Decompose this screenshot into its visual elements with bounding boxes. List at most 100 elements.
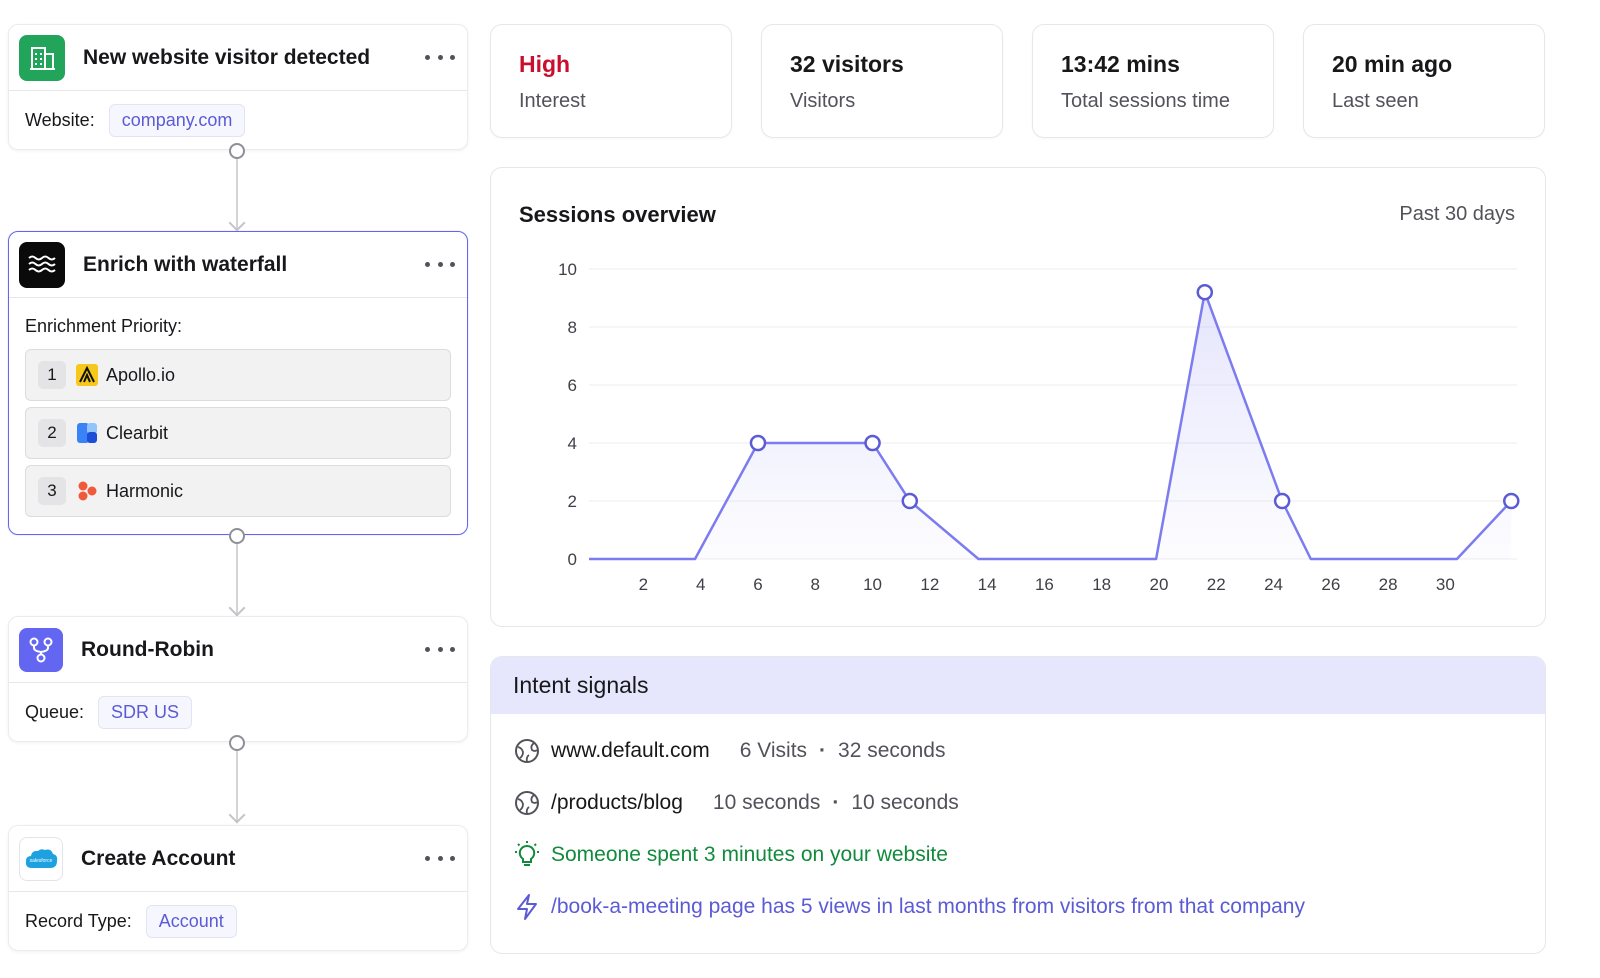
signal-separator: · [819, 739, 827, 762]
y-tick-label: 2 [568, 492, 577, 511]
create-account-card[interactable]: salesforce Create Account Record Type: A… [8, 825, 468, 951]
last-seen-value: 20 min ago [1332, 51, 1453, 77]
enrich-more-button[interactable] [425, 255, 455, 275]
intent-signals-card: Intent signals www.default.com 6 Visits … [490, 656, 1546, 954]
connector-1 [228, 143, 246, 233]
sessions-overview-title: Sessions overview [519, 202, 716, 227]
y-tick-label: 6 [568, 376, 577, 395]
sessions-area [589, 292, 1512, 559]
record-type-label: Record Type: [25, 910, 132, 931]
provider-name: Clearbit [106, 422, 169, 443]
enrichment-priority-list: 1 Apollo.io 2 Clearbit 3 [9, 337, 467, 539]
salesforce-logo-icon: salesforce [19, 836, 63, 881]
x-tick-label: 22 [1207, 575, 1226, 594]
x-tick-label: 24 [1264, 575, 1283, 594]
data-point [1273, 492, 1291, 510]
round-robin-more-button[interactable] [425, 640, 455, 660]
enrich-card-title: Enrich with waterfall [83, 252, 288, 276]
round-robin-card-header: Round-Robin [9, 617, 467, 683]
clearbit-logo-icon [76, 422, 98, 444]
globe-icon [513, 789, 541, 817]
enrichment-priority-label: Enrichment Priority: [25, 316, 183, 336]
last-seen-label: Last seen [1332, 90, 1419, 112]
create-account-card-header: salesforce Create Account [9, 826, 467, 892]
visitors-label: Visitors [790, 90, 856, 112]
y-tick-label: 0 [568, 550, 577, 569]
provider-rank: 2 [38, 419, 66, 447]
stat-card-interest: High Interest [490, 24, 732, 138]
x-tick-label: 12 [920, 575, 939, 594]
provider-rank: 3 [38, 477, 66, 505]
signal-page-views: /book-a-meeting page has 5 views in last… [551, 895, 1305, 918]
x-tick-label: 20 [1150, 575, 1169, 594]
x-tick-label: 28 [1379, 575, 1398, 594]
y-tick-label: 8 [568, 318, 577, 337]
stat-card-visitors: 32 visitors Visitors [761, 24, 1003, 138]
data-point [864, 434, 881, 452]
signal-duration: 32 seconds [838, 739, 946, 762]
connector-handle[interactable] [229, 528, 245, 544]
provider-item-clearbit[interactable]: 2 Clearbit [25, 407, 451, 459]
harmonic-logo-icon [76, 480, 98, 502]
trigger-card-body: Website: company.com [9, 91, 467, 149]
x-tick-label: 14 [978, 575, 997, 594]
x-tick-label: 8 [811, 575, 820, 594]
connector-3 [228, 735, 246, 825]
provider-item-harmonic[interactable]: 3 Harmonic [25, 465, 451, 517]
sessions-overview-card: Sessions overview Past 30 days 0 2 4 6 8 10 2 4… [490, 167, 1546, 627]
queue-chip[interactable]: SDR US [98, 695, 193, 729]
intent-signal-row[interactable]: /book-a-meeting page has 5 views in last… [513, 893, 1305, 921]
apollo-logo-icon [76, 364, 98, 386]
intent-signals-title: Intent signals [491, 657, 1545, 714]
signal-time-spent: Someone spent 3 minutes on your website [551, 843, 948, 866]
provider-item-apollo[interactable]: 1 Apollo.io [25, 349, 451, 401]
record-type-chip[interactable]: Account [145, 904, 237, 938]
trigger-more-button[interactable] [425, 48, 455, 68]
visitors-value: 32 visitors [790, 51, 904, 77]
connector-handle[interactable] [229, 143, 245, 159]
create-account-more-button[interactable] [425, 849, 455, 869]
data-point [901, 492, 919, 510]
signal-duration: 10 seconds [851, 791, 959, 814]
y-tick-label: 4 [568, 434, 577, 453]
intent-signal-row[interactable]: www.default.com 6 Visits · 32 seconds [513, 737, 945, 765]
x-tick-label: 4 [696, 575, 705, 594]
provider-name: Harmonic [106, 480, 184, 501]
stat-card-last-seen: 20 min ago Last seen [1303, 24, 1545, 138]
intent-signal-row[interactable]: /products/blog 10 seconds · 10 seconds [513, 789, 959, 817]
stat-card-session-time: 13:42 mins Total sessions time [1032, 24, 1274, 138]
queue-label: Queue: [25, 701, 85, 722]
create-account-card-title: Create Account [81, 846, 236, 870]
time-range-label[interactable]: Past 30 days [1399, 203, 1515, 225]
trigger-card-title: New website visitor detected [83, 45, 371, 69]
data-point [749, 434, 767, 452]
connector-2 [228, 528, 246, 618]
signal-page: /products/blog [551, 791, 683, 814]
x-tick-label: 26 [1321, 575, 1340, 594]
trigger-card[interactable]: New website visitor detected Website: co… [8, 24, 468, 150]
sessions-line [589, 290, 1513, 561]
website-chip[interactable]: company.com [108, 103, 246, 137]
branch-icon [19, 627, 63, 672]
y-tick-label: 10 [558, 260, 577, 279]
x-tick-label: 10 [863, 575, 882, 594]
enrich-card[interactable]: Enrich with waterfall Enrichment Priorit… [8, 231, 468, 535]
waves-icon [19, 241, 65, 288]
interest-label: Interest [519, 90, 586, 112]
create-account-card-body: Record Type: Account [9, 892, 467, 950]
data-point [1503, 492, 1520, 510]
lightning-icon [513, 893, 541, 921]
intent-signal-row[interactable]: Someone spent 3 minutes on your website [513, 841, 948, 869]
enrich-card-header: Enrich with waterfall [9, 232, 467, 298]
connector-handle[interactable] [229, 735, 245, 751]
signal-separator: · [832, 791, 840, 814]
x-tick-label: 18 [1092, 575, 1111, 594]
round-robin-card[interactable]: Round-Robin Queue: SDR US [8, 616, 468, 742]
globe-icon [513, 737, 541, 765]
data-point [1196, 283, 1214, 301]
signal-visits: 6 Visits [739, 739, 808, 762]
round-robin-card-title: Round-Robin [81, 637, 214, 661]
session-time-value: 13:42 mins [1061, 51, 1180, 77]
session-time-label: Total sessions time [1061, 90, 1230, 112]
